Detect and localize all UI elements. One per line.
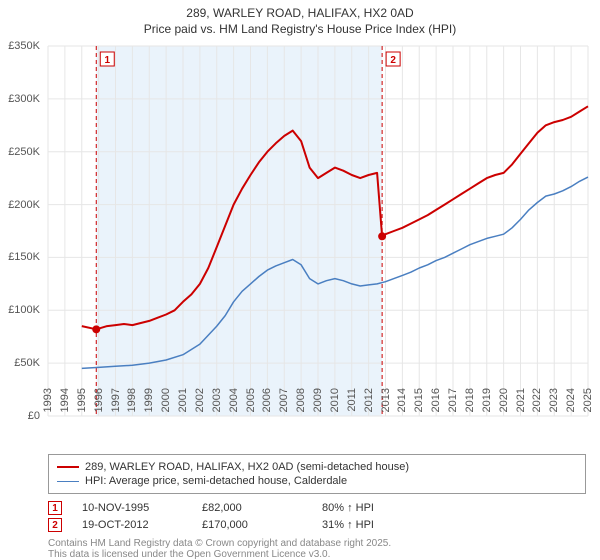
svg-text:2: 2 <box>390 55 396 66</box>
sale-pct-2: 31% ↑ HPI <box>322 519 422 531</box>
x-tick-label: 2024 <box>565 388 577 412</box>
x-tick-label: 2011 <box>346 388 358 412</box>
sale-price-2: £170,000 <box>202 519 302 531</box>
y-tick-label: £50K <box>14 357 40 369</box>
x-tick-label: 1995 <box>76 388 88 412</box>
sale-date-2: 19-OCT-2012 <box>82 519 182 531</box>
x-tick-label: 2009 <box>312 388 324 412</box>
y-axis-labels: £0£50K£100K£150K£200K£250K£300K£350K <box>0 46 44 416</box>
legend-swatch-hpi <box>57 481 79 482</box>
svg-text:1: 1 <box>104 55 110 66</box>
legend-row-hpi: HPI: Average price, semi-detached house,… <box>57 475 577 487</box>
footer: Contains HM Land Registry data © Crown c… <box>48 538 391 560</box>
x-tick-label: 2001 <box>177 388 189 412</box>
sale-pct-1: 80% ↑ HPI <box>322 502 422 514</box>
x-tick-label: 2020 <box>498 388 510 412</box>
x-tick-label: 2007 <box>278 388 290 412</box>
x-tick-label: 1999 <box>143 388 155 412</box>
title-line2: Price paid vs. HM Land Registry's House … <box>0 22 600 38</box>
x-tick-label: 1997 <box>110 388 122 412</box>
legend-label-hpi: HPI: Average price, semi-detached house,… <box>85 475 347 487</box>
x-tick-label: 2012 <box>363 388 375 412</box>
marker-box-1: 1 <box>48 501 62 515</box>
title-block: 289, WARLEY ROAD, HALIFAX, HX2 0AD Price… <box>0 0 600 37</box>
x-tick-label: 2018 <box>464 388 476 412</box>
sale-date-1: 10-NOV-1995 <box>82 502 182 514</box>
legend-box: 289, WARLEY ROAD, HALIFAX, HX2 0AD (semi… <box>48 454 586 494</box>
x-tick-label: 1998 <box>126 388 138 412</box>
x-tick-label: 2023 <box>548 388 560 412</box>
x-tick-label: 2016 <box>430 388 442 412</box>
chart-area: 12 £0£50K£100K£150K£200K£250K£300K£350K … <box>48 46 588 416</box>
legend-row-price: 289, WARLEY ROAD, HALIFAX, HX2 0AD (semi… <box>57 461 577 473</box>
plot-svg: 12 <box>48 46 588 416</box>
x-tick-label: 2017 <box>447 388 459 412</box>
x-tick-label: 2021 <box>515 388 527 412</box>
chart-container: 289, WARLEY ROAD, HALIFAX, HX2 0AD Price… <box>0 0 600 560</box>
sale-row-2: 2 19-OCT-2012 £170,000 31% ↑ HPI <box>48 518 586 532</box>
x-tick-label: 2014 <box>396 388 408 412</box>
x-tick-label: 2002 <box>194 388 206 412</box>
x-tick-label: 2022 <box>531 388 543 412</box>
y-tick-label: £100K <box>8 304 40 316</box>
marker-box-2: 2 <box>48 518 62 532</box>
x-tick-label: 2008 <box>295 388 307 412</box>
title-line1: 289, WARLEY ROAD, HALIFAX, HX2 0AD <box>0 6 600 22</box>
x-tick-label: 2013 <box>380 388 392 412</box>
footer-line2: This data is licensed under the Open Gov… <box>48 549 391 560</box>
y-tick-label: £350K <box>8 40 40 52</box>
x-tick-label: 2005 <box>245 388 257 412</box>
y-tick-label: £200K <box>8 199 40 211</box>
legend-label-price: 289, WARLEY ROAD, HALIFAX, HX2 0AD (semi… <box>85 461 409 473</box>
x-tick-label: 2019 <box>481 388 493 412</box>
legend-swatch-price <box>57 466 79 468</box>
y-tick-label: £0 <box>28 410 40 422</box>
x-tick-label: 2003 <box>211 388 223 412</box>
x-tick-label: 1996 <box>93 388 105 412</box>
x-tick-label: 2025 <box>582 388 594 412</box>
x-tick-label: 1994 <box>59 388 71 412</box>
x-tick-label: 2010 <box>329 388 341 412</box>
sale-price-1: £82,000 <box>202 502 302 514</box>
x-tick-label: 2004 <box>228 388 240 412</box>
x-tick-label: 2006 <box>261 388 273 412</box>
sale-row-1: 1 10-NOV-1995 £82,000 80% ↑ HPI <box>48 501 586 515</box>
x-tick-label: 2000 <box>160 388 172 412</box>
y-tick-label: £150K <box>8 251 40 263</box>
sale-rows: 1 10-NOV-1995 £82,000 80% ↑ HPI 2 19-OCT… <box>48 498 586 535</box>
x-tick-label: 1993 <box>42 388 54 412</box>
y-tick-label: £300K <box>8 93 40 105</box>
x-axis-labels: 1993199419951996199719981999200020012002… <box>48 382 588 422</box>
x-tick-label: 2015 <box>413 388 425 412</box>
y-tick-label: £250K <box>8 146 40 158</box>
footer-line1: Contains HM Land Registry data © Crown c… <box>48 538 391 549</box>
